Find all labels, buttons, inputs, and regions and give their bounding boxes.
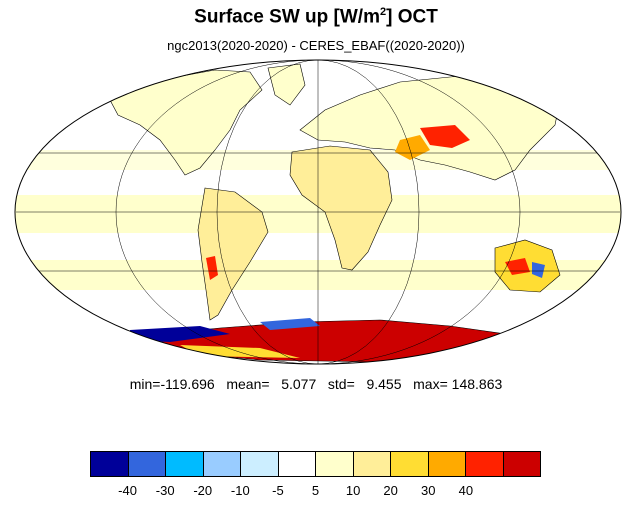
colorbar-box bbox=[91, 452, 129, 476]
greenland bbox=[267, 63, 306, 106]
colorbar-box bbox=[128, 452, 166, 476]
map-outline bbox=[14, 59, 622, 365]
colorbar-box bbox=[166, 452, 204, 476]
statistics-line: min=-119.696 mean= 5.077 std= 9.455 max=… bbox=[129, 376, 503, 392]
colorbar-label: 30 bbox=[421, 483, 436, 498]
map-title: Surface SW up [W/m2] OCT bbox=[0, 6, 632, 28]
colorbar-box bbox=[466, 452, 504, 476]
antarctica-blue-east bbox=[260, 318, 320, 330]
colorbar bbox=[90, 451, 541, 477]
colorbar-labels: -40 -30 -20 -10 -5 5 10 20 30 40 bbox=[0, 483, 632, 501]
colorbar-label: -20 bbox=[193, 483, 213, 498]
colorbar-box bbox=[391, 452, 429, 476]
africa bbox=[289, 145, 393, 271]
map-subtitle: ngc2013(2020-2020) - CERES_EBAF((2020-20… bbox=[167, 38, 465, 53]
colorbar-box bbox=[316, 452, 354, 476]
asia-orange bbox=[395, 135, 430, 160]
colorbar-label: 20 bbox=[383, 483, 398, 498]
colorbar-label: 10 bbox=[345, 483, 361, 498]
colorbar-box bbox=[241, 452, 279, 476]
colorbar-box bbox=[278, 452, 316, 476]
antarctica-blue bbox=[128, 326, 230, 342]
australia-blue bbox=[532, 262, 545, 278]
colorbar-box bbox=[203, 452, 241, 476]
patagonia-red bbox=[206, 256, 218, 280]
colorbar-label: 40 bbox=[458, 483, 474, 498]
colorbar-label: -5 bbox=[272, 483, 284, 498]
title-text: Surface SW up [W/m bbox=[194, 6, 380, 28]
colorbar-box bbox=[428, 452, 466, 476]
title-tail: ] OCT bbox=[386, 6, 438, 28]
south-america bbox=[197, 187, 269, 321]
colorbar-box bbox=[503, 452, 540, 476]
colorbar-label: 5 bbox=[311, 483, 320, 498]
tibet-anomaly bbox=[420, 125, 470, 148]
north-america bbox=[109, 69, 263, 176]
colorbar-label: -10 bbox=[230, 483, 250, 498]
colorbar-label: -40 bbox=[118, 483, 137, 498]
title-superscript: 2 bbox=[379, 6, 387, 18]
colorbar-label: -30 bbox=[155, 483, 175, 498]
colorbar-box bbox=[353, 452, 391, 476]
